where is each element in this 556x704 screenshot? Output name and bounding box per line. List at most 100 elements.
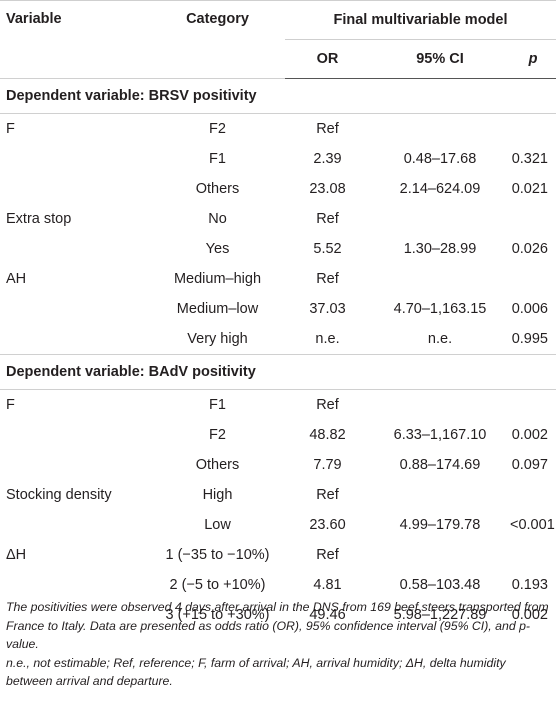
cell-variable: [0, 570, 150, 600]
cell-or: 37.03: [309, 301, 346, 317]
table-body: Dependent variable: BRSV positivity F F2 Re…: [0, 78, 556, 631]
cell-p: 0.026: [511, 241, 548, 257]
cell-category: Others: [195, 457, 240, 473]
table-row: Others 23.08 2.14–624.09 0.021: [0, 174, 556, 204]
cell-category: Medium–low: [176, 301, 259, 317]
cell-or: Ref: [316, 487, 339, 503]
cell-p: [510, 480, 556, 510]
cell-or: Ref: [316, 211, 339, 227]
cell-p: 0.002: [511, 607, 548, 623]
cell-p: 0.021: [511, 181, 548, 197]
cell-or: 23.60: [309, 517, 346, 533]
table-row: Yes 5.52 1.30–28.99 0.026: [0, 234, 556, 264]
cell-category: F2: [209, 427, 226, 443]
cell-variable: [0, 510, 150, 540]
header-category: Category: [150, 0, 285, 79]
table-row: AH Medium–high Ref: [0, 264, 556, 294]
cell-variable: F: [6, 121, 15, 137]
cell-or: 48.82: [309, 427, 346, 443]
cell-or: 49.46: [309, 607, 346, 623]
cell-ci: [370, 540, 510, 570]
cell-ci: n.e.: [427, 331, 453, 347]
table-row: F F2 Ref: [0, 114, 556, 145]
cell-category: Others: [195, 181, 240, 197]
cell-or: Ref: [316, 547, 339, 563]
cell-variable: [0, 234, 150, 264]
cell-or: 4.81: [313, 577, 342, 593]
cell-p: 0.995: [511, 331, 548, 347]
results-table: Variable Category Final multivariable mo…: [0, 0, 556, 631]
table-row: F1 2.39 0.48–17.68 0.321: [0, 144, 556, 174]
cell-category: Very high: [187, 331, 248, 347]
footnote-1: The positivities were observed 4 days af…: [6, 600, 549, 651]
cell-category: High: [202, 487, 233, 503]
cell-category: 2 (−5 to +10%): [169, 577, 266, 593]
table-row: Medium–low 37.03 4.70–1,163.15 0.006: [0, 294, 556, 324]
cell-or: Ref: [316, 397, 339, 413]
table-row: F2 48.82 6.33–1,167.10 0.002: [0, 420, 556, 450]
cell-category: F2: [209, 121, 226, 137]
cell-ci: [370, 264, 510, 294]
cell-category: Low: [204, 517, 231, 533]
table-row: Low 23.60 4.99–179.78 <0.001: [0, 510, 556, 540]
cell-ci: 0.58–103.48: [399, 577, 481, 593]
cell-p: [510, 204, 556, 234]
section-title: Dependent variable: BRSV positivity: [0, 78, 556, 114]
header-variable: Variable: [0, 0, 150, 79]
cell-ci: [370, 480, 510, 510]
cell-p: [510, 264, 556, 294]
cell-variable: F: [6, 397, 15, 413]
cell-p: 0.006: [511, 301, 548, 317]
section-title: Dependent variable: BAdV positivity: [0, 354, 556, 390]
cell-ci: 6.33–1,167.10: [393, 427, 487, 443]
table-row: F F1 Ref: [0, 390, 556, 421]
cell-or: 2.39: [313, 151, 342, 167]
cell-category: Medium–high: [173, 271, 262, 287]
cell-or: 7.79: [313, 457, 342, 473]
cell-ci: 5.98–1,227.89: [393, 607, 487, 623]
table-row: 2 (−5 to +10%) 4.81 0.58–103.48 0.193: [0, 570, 556, 600]
cell-variable: [0, 144, 150, 174]
cell-ci: [370, 114, 510, 145]
cell-variable: [0, 450, 150, 480]
footnote-2: n.e., not estimable; Ref, reference; F, …: [6, 655, 506, 689]
cell-variable: Stocking density: [6, 487, 112, 503]
cell-variable: [0, 324, 150, 355]
cell-ci: 2.14–624.09: [399, 181, 481, 197]
header-ci: 95% CI: [370, 39, 510, 79]
cell-ci: 0.88–174.69: [399, 457, 481, 473]
cell-ci: 4.99–179.78: [399, 517, 481, 533]
cell-category: No: [208, 211, 227, 227]
header-model: Final multivariable model: [285, 0, 556, 40]
cell-ci: 0.48–17.68: [403, 151, 477, 167]
cell-variable: [0, 294, 150, 324]
cell-p: 0.321: [511, 151, 548, 167]
table-row: Extra stop No Ref: [0, 204, 556, 234]
cell-ci: 1.30–28.99: [403, 241, 477, 257]
table-footnotes: The positivities were observed 4 days af…: [6, 598, 552, 691]
cell-variable: ΔH: [6, 547, 27, 563]
header-or: OR: [285, 39, 370, 79]
table-row: 3 (+15 to +30%) 49.46 5.98–1,227.89 0.002: [0, 600, 556, 630]
cell-category: F1: [209, 151, 226, 167]
table-row: Others 7.79 0.88–174.69 0.097: [0, 450, 556, 480]
section-header: Dependent variable: BRSV positivity: [0, 78, 556, 114]
cell-category: F1: [209, 397, 226, 413]
header-p: p: [510, 39, 556, 79]
cell-p: 0.002: [511, 427, 548, 443]
cell-category: 3 (+15 to +30%): [165, 607, 270, 623]
cell-category: Yes: [205, 241, 230, 257]
cell-variable: [0, 420, 150, 450]
cell-or: 23.08: [309, 181, 346, 197]
cell-or: n.e.: [315, 331, 340, 347]
cell-or: Ref: [316, 271, 339, 287]
cell-p: <0.001: [510, 517, 555, 533]
cell-category: 1 (−35 to −10%): [165, 547, 270, 563]
cell-or: 5.52: [313, 241, 342, 257]
cell-p: [510, 114, 556, 145]
cell-ci: 4.70–1,163.15: [393, 301, 487, 317]
cell-ci: [370, 204, 510, 234]
cell-p: 0.097: [511, 457, 548, 473]
cell-p: [510, 390, 556, 421]
